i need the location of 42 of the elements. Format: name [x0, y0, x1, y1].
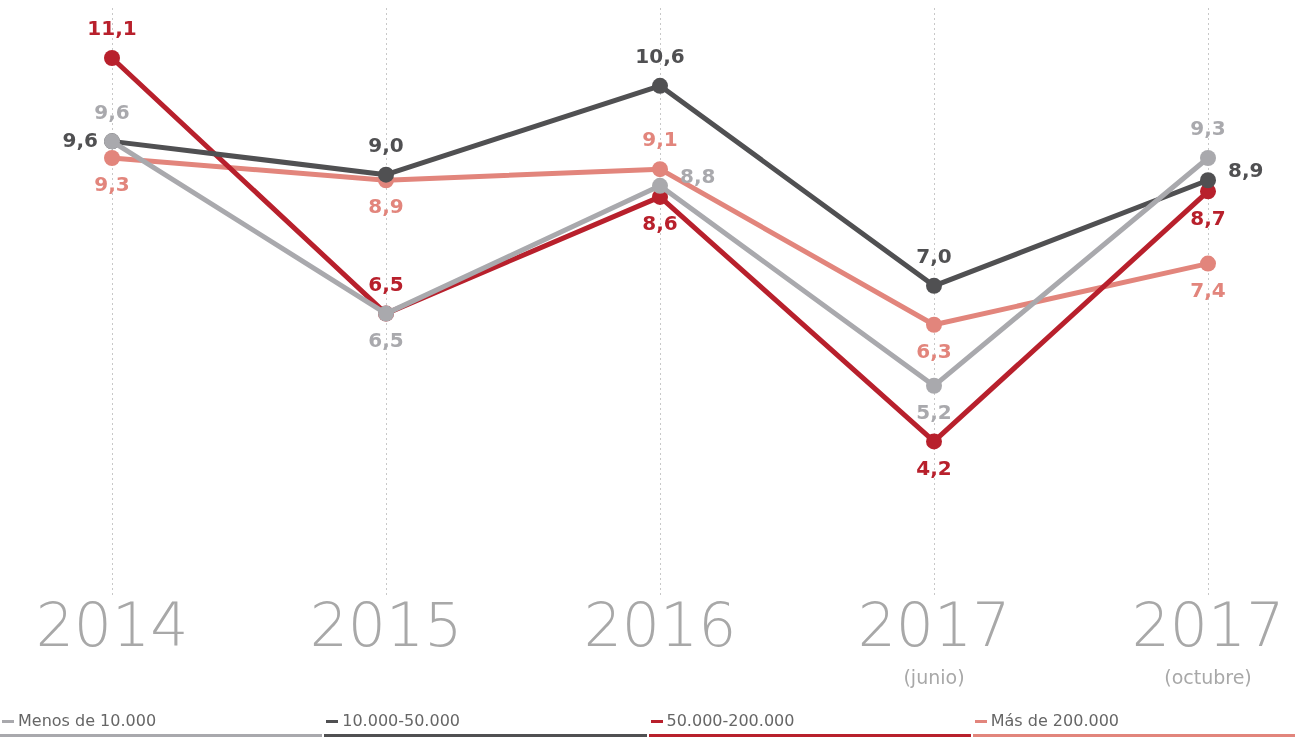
- data-label: 5,2: [916, 400, 952, 425]
- data-label: 6,3: [916, 338, 952, 363]
- x-tick-label: 2014: [35, 589, 189, 660]
- data-label: 4,2: [916, 455, 952, 480]
- x-tick-label: 2017 (junio): [857, 589, 1011, 688]
- legend-label: Más de 200.000: [990, 711, 1120, 730]
- data-label: 9,6: [62, 127, 98, 152]
- data-label: 9,6: [94, 99, 130, 124]
- point: [926, 316, 942, 333]
- point: [1200, 255, 1216, 272]
- legend-label: 50.000-200.000: [666, 711, 795, 730]
- data-label: 11,1: [87, 16, 137, 41]
- x-tick-label: 2016: [583, 589, 737, 660]
- data-label: 8,9: [368, 194, 404, 219]
- point: [1200, 172, 1216, 189]
- point: [104, 50, 120, 67]
- legend-label: Menos de 10.000: [18, 711, 157, 730]
- x-tick-label: 2017 (octubre): [1131, 589, 1285, 688]
- point: [926, 433, 942, 450]
- data-label: 6,5: [368, 327, 404, 352]
- data-label: 8,6: [642, 211, 678, 236]
- data-label: 10,6: [635, 44, 685, 68]
- point: [378, 166, 394, 183]
- data-label: 8,7: [1190, 205, 1226, 230]
- data-label: 6,5: [368, 271, 404, 296]
- point: [652, 161, 668, 178]
- data-label: 7,4: [1190, 277, 1226, 302]
- data-label: 8,8: [680, 164, 716, 189]
- data-label: 9,0: [368, 132, 404, 157]
- point: [652, 77, 668, 94]
- data-label: 9,1: [642, 127, 678, 152]
- point: [926, 277, 942, 294]
- point: [1200, 150, 1216, 167]
- data-label: 7,0: [916, 244, 952, 269]
- point: [652, 177, 668, 194]
- data-label: 8,9: [1228, 158, 1264, 183]
- point: [926, 377, 942, 394]
- point: [104, 150, 120, 167]
- x-tick-label: 2015: [309, 589, 463, 660]
- legend-label: 10.000-50.000: [342, 711, 460, 730]
- data-label: 9,3: [94, 172, 130, 197]
- data-label: 9,3: [1190, 116, 1226, 141]
